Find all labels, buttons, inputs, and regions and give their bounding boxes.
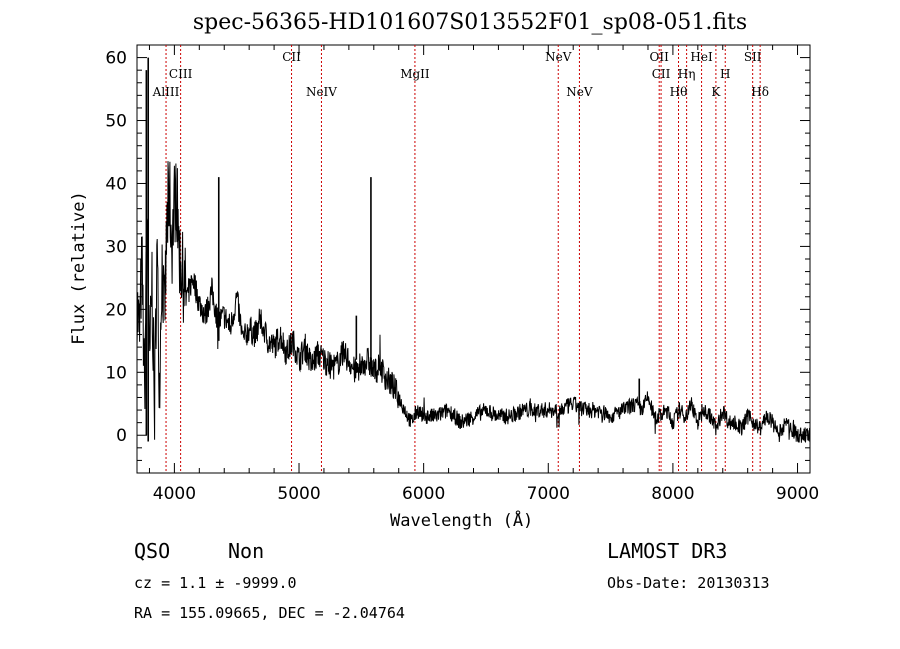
emission-line-labels: AlIII CIII CII NeIV MgII NeV NeV OII CII Hθ Hη HeI K… <box>152 50 769 99</box>
spectrum-line <box>136 161 811 443</box>
x-tick-label: 9000 <box>776 484 819 504</box>
y-tick-label: 40 <box>105 174 127 194</box>
y-tick-label: 20 <box>105 300 127 320</box>
chart-title: spec-56365-HD101607S013552F01_sp08-051.f… <box>192 10 748 35</box>
y-tick-label: 0 <box>116 426 127 446</box>
emission-line-label: OII <box>650 50 670 64</box>
obs-date: Obs-Date: 20130313 <box>607 574 770 592</box>
x-axis-label: Wavelength (Å) <box>390 511 534 531</box>
emission-line-label: HeI <box>690 50 713 64</box>
object-class: QSO <box>134 539 171 563</box>
emission-line-label: H <box>720 67 730 81</box>
x-tick-label: 6000 <box>402 484 445 504</box>
coordinates: RA = 155.09665, DEC = -2.04764 <box>134 604 405 622</box>
emission-line-label: NeV <box>545 50 572 64</box>
emission-line-label: NeIV <box>306 85 337 99</box>
emission-line-label: NeV <box>566 85 593 99</box>
emission-line-markers <box>165 45 761 473</box>
emission-line-label: MgII <box>400 67 430 81</box>
emission-line-label: AlIII <box>152 85 180 99</box>
y-tick-label: 60 <box>105 49 127 69</box>
emission-line-label: CII <box>282 50 301 64</box>
tick-labels: 4000 5000 6000 7000 8000 9000 0 10 20 30 40 50 60 <box>105 49 819 504</box>
y-tick-label: 30 <box>105 237 127 257</box>
x-tick-label: 5000 <box>277 484 320 504</box>
x-tick-label: 7000 <box>527 484 570 504</box>
emission-line-label: CII <box>652 67 671 81</box>
emission-line-label: SII <box>744 50 762 64</box>
emission-line-label: K <box>711 85 721 99</box>
y-tick-label: 10 <box>105 363 127 383</box>
redshift-text: cz = 1.1 ± -9999.0 <box>134 574 297 592</box>
spectrum-series <box>136 57 811 443</box>
emission-line-label: Hθ <box>670 85 688 99</box>
emission-line-label: CIII <box>169 67 193 81</box>
y-tick-label: 50 <box>105 112 127 132</box>
emission-line-label: Hδ <box>751 85 769 99</box>
x-tick-label: 4000 <box>153 484 196 504</box>
object-subclass: Non <box>228 539 265 563</box>
survey-name: LAMOST DR3 <box>607 539 728 563</box>
x-tick-label: 8000 <box>651 484 694 504</box>
y-axis-label: Flux (relative) <box>69 191 89 345</box>
emission-line-label: Hη <box>678 67 696 81</box>
